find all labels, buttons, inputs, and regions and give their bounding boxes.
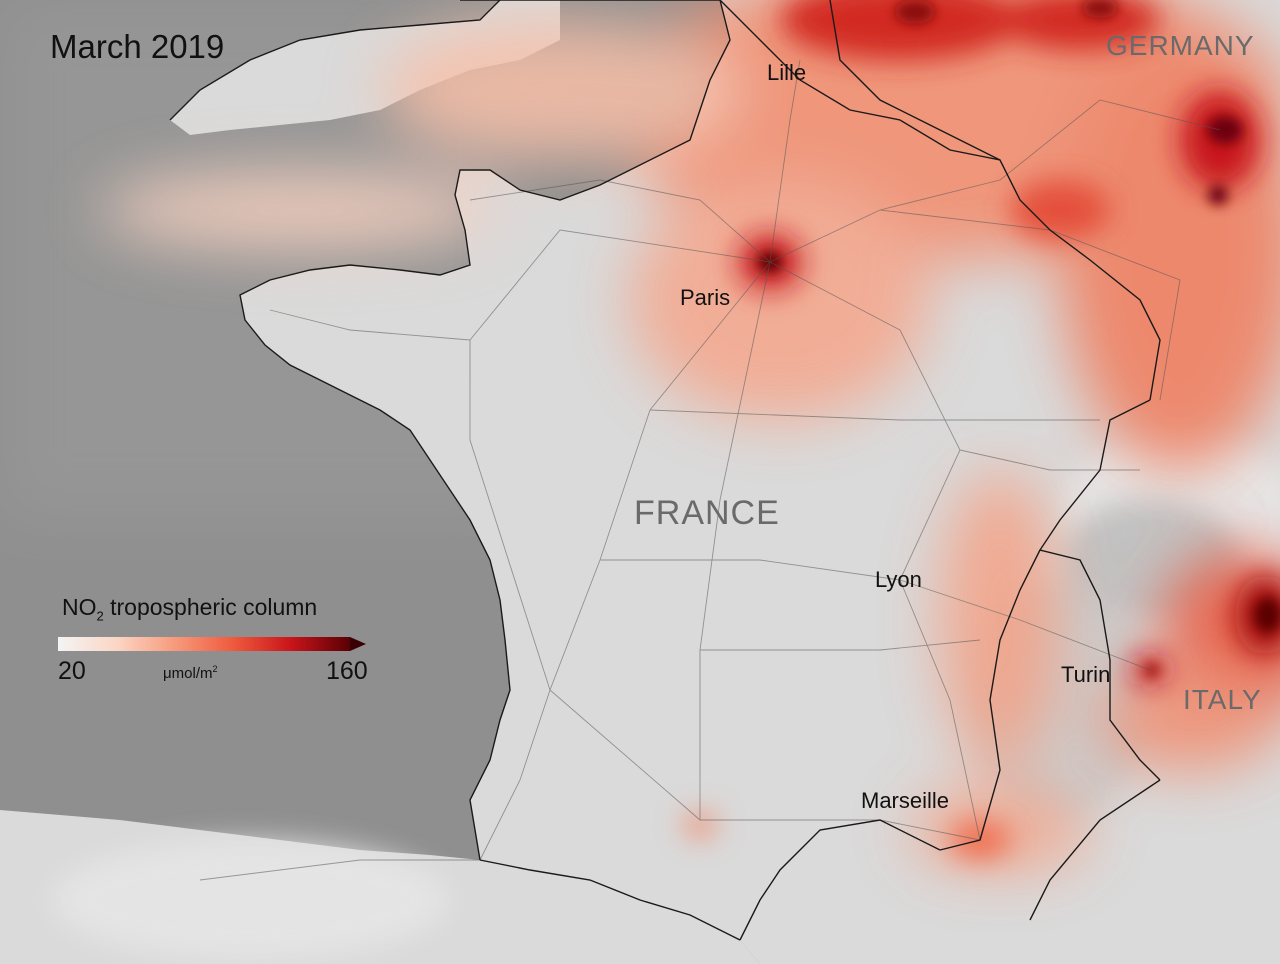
legend-title: NO2 tropospheric column xyxy=(62,594,317,624)
country-label-france: FRANCE xyxy=(634,494,780,532)
city-label-marseille: Marseille xyxy=(861,788,950,813)
legend-unit-sup: 2 xyxy=(212,664,218,674)
road-network xyxy=(199,59,1221,881)
city-label-turin: Turin xyxy=(1061,662,1111,687)
legend-colorbar xyxy=(58,637,366,651)
city-label-lille: Lille xyxy=(767,60,807,85)
legend-title-sub: 2 xyxy=(96,608,104,624)
city-label-lyon: Lyon xyxy=(875,567,922,592)
borders xyxy=(169,0,1161,941)
city-label-paris: Paris xyxy=(680,285,731,310)
no2-overlay xyxy=(100,0,1280,870)
map-title: March 2019 xyxy=(50,28,225,65)
legend-min: 20 xyxy=(58,657,86,685)
legend-title-rest: tropospheric column xyxy=(103,594,318,620)
legend-unit-main: μmol/m xyxy=(163,665,213,682)
legend-title-main: NO xyxy=(62,594,97,620)
country-label-germany: GERMANY xyxy=(1106,30,1255,61)
legend-max: 160 xyxy=(326,657,368,685)
legend-unit: μmol/m2 xyxy=(163,664,218,682)
country-label-italy: ITALY xyxy=(1183,684,1262,715)
